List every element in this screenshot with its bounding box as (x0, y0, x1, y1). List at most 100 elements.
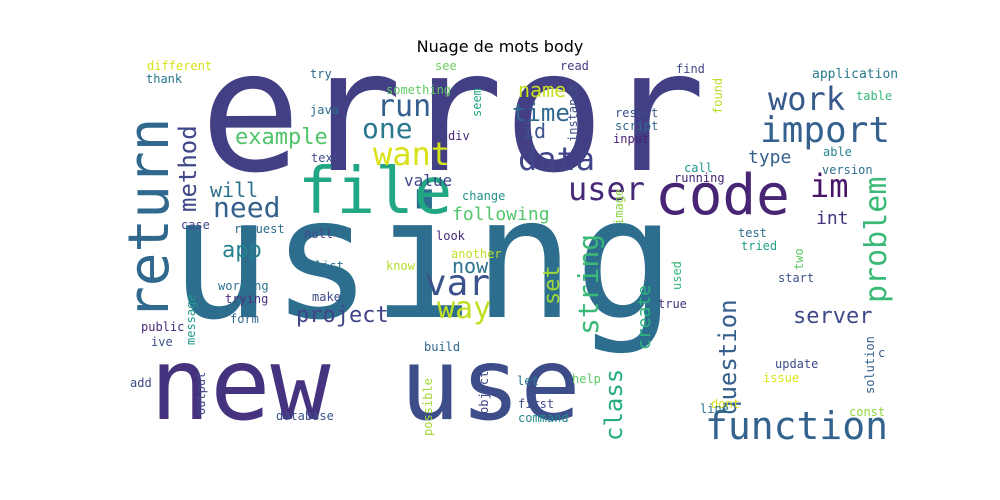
word-database: database (276, 409, 334, 423)
word-div: div (448, 129, 470, 143)
chart-title: Nuage de mots body (416, 37, 584, 56)
word-run: run (377, 89, 432, 124)
word-let: let (517, 374, 539, 388)
word-request: request (234, 222, 285, 236)
word-result: result (615, 106, 659, 120)
word-table: table (856, 89, 893, 103)
word-able: able (823, 145, 852, 159)
word-following: following (452, 204, 550, 225)
word-trying: trying (225, 292, 269, 306)
word-find: find (676, 62, 705, 76)
word-try: try (310, 67, 332, 81)
word-tried: tried (741, 239, 778, 253)
word-public: public (141, 320, 185, 334)
word-want: want (373, 135, 451, 173)
word-class: class (600, 368, 628, 441)
word-thank: thank (146, 72, 183, 86)
word-code: code (655, 163, 790, 228)
word-version: version (822, 163, 873, 177)
word-possible: possible (421, 378, 435, 436)
word-script: script (615, 119, 659, 133)
word-error: error (200, 60, 706, 210)
word-build: build (424, 340, 461, 354)
word-look: look (436, 229, 465, 243)
word-test: test (738, 226, 767, 240)
word-function: function (705, 404, 889, 448)
word-type: type (748, 147, 792, 168)
word-object: object (477, 370, 491, 414)
word-null: null (304, 227, 333, 241)
word-make: make (312, 290, 341, 304)
word-know: know (386, 259, 415, 273)
word-update: update (775, 357, 819, 371)
word-line: line (700, 402, 729, 416)
word-need: need (213, 191, 281, 224)
word-im: im (810, 167, 849, 205)
word-user: user (568, 170, 646, 208)
word-text: text (311, 151, 340, 165)
word-file: file (298, 155, 453, 229)
word-set: set (540, 265, 565, 305)
word-use: use (400, 326, 581, 443)
word-form: form (230, 312, 259, 326)
word-way: way (437, 291, 492, 326)
word-return: return (126, 117, 182, 320)
word-running: running (674, 171, 725, 185)
word-input: input (613, 132, 650, 146)
word-start: start (778, 271, 815, 285)
word-time: time (512, 99, 570, 127)
word-data: data (518, 140, 596, 178)
word-dont: dont (711, 397, 740, 411)
word-issue: issue (763, 371, 800, 385)
word-another: another (451, 247, 502, 261)
word-example: example (235, 125, 328, 150)
word-working: working (218, 279, 269, 293)
word-help: help (572, 372, 601, 386)
word-something: something (386, 83, 452, 97)
word-java: java (310, 103, 339, 117)
word-two: two (792, 248, 806, 270)
word-var: var (425, 263, 491, 304)
word-string: string (572, 233, 605, 335)
word-seem: seem (470, 88, 484, 117)
word-project: project (296, 303, 389, 328)
word-used: used (670, 261, 684, 290)
word-name: name (518, 78, 567, 102)
word-found: found (711, 77, 725, 114)
word-application: application (812, 67, 899, 82)
word-case: case (181, 218, 210, 232)
word-method: method (174, 125, 202, 212)
word-c: c (878, 346, 886, 360)
word-will: will (210, 178, 259, 202)
word-new: new (150, 326, 331, 443)
word-command: command (518, 411, 569, 425)
word-const: const (849, 405, 886, 419)
word-cloud: error using new use file code return function im… (126, 60, 899, 451)
word-work: work (768, 80, 846, 118)
word-call: call (684, 161, 713, 175)
word-first: first (518, 397, 555, 411)
word-image: image (612, 188, 626, 225)
word-app: app (222, 238, 262, 263)
word-int: int (816, 208, 849, 229)
word-server: server (793, 304, 873, 329)
word-instance: instance (566, 84, 580, 142)
word-value: value (404, 171, 453, 190)
word-output: output (194, 371, 208, 415)
word-one: one (362, 112, 413, 145)
word-problem: problem (859, 176, 894, 303)
word-using: using (170, 161, 676, 357)
word-solution: solution (863, 336, 877, 394)
word-different: different (147, 60, 213, 73)
word-message: message (184, 294, 198, 345)
word-true: true (658, 297, 687, 311)
word-add: add (130, 376, 152, 390)
word-see: see (435, 60, 457, 73)
word-create: create (634, 284, 655, 350)
word-list: list (315, 259, 344, 273)
word-import: import (760, 110, 891, 151)
word-read: read (560, 60, 589, 73)
word-id: id (522, 119, 547, 143)
word-ive: ive (151, 335, 173, 349)
word-now: now (452, 254, 489, 278)
